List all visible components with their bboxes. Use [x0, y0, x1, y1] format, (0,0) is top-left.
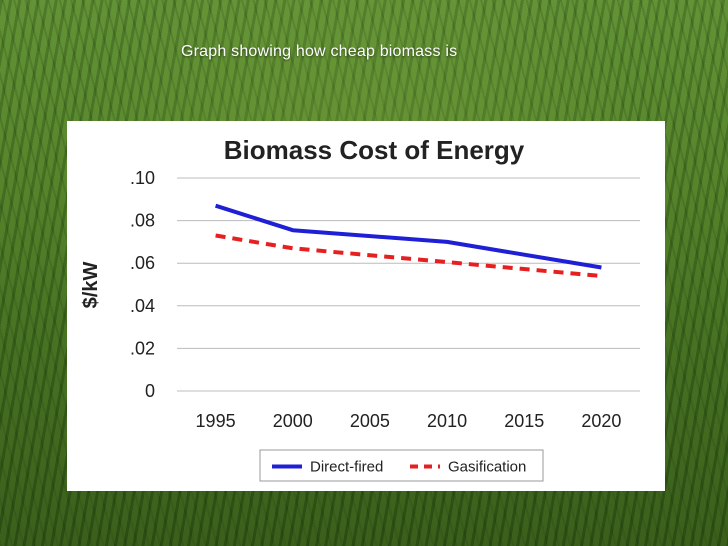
series-lines [214, 203, 602, 278]
legend-label: Direct-fired [310, 459, 383, 476]
legend-box [259, 449, 544, 482]
x-tick-label: 2020 [581, 411, 621, 431]
biomass-cost-chart: Biomass Cost of Energy $/kW .10 .08 .06 .04… [80, 135, 640, 482]
x-tick-labels: 1995 2000 2005 2010 2015 2020 [196, 411, 622, 431]
y-tick-label: .06 [130, 253, 155, 273]
y-tick-label: .02 [130, 338, 155, 358]
y-tick-label: .04 [130, 296, 155, 316]
legend-label: Gasification [448, 459, 526, 476]
y-tick-label: .10 [130, 168, 155, 188]
series-line [215, 233, 602, 278]
legend: Direct-fired Gasification [259, 449, 544, 482]
series-line [214, 203, 602, 270]
chart-title: Biomass Cost of Energy [224, 135, 525, 165]
grid [177, 177, 640, 392]
x-tick-label: 2005 [350, 411, 390, 431]
x-tick-label: 2015 [504, 411, 544, 431]
x-tick-label: 2010 [427, 411, 467, 431]
chart-card: Biomass Cost of Energy $/kW .10 .08 .06 .04… [67, 121, 665, 491]
y-tick-labels: .10 .08 .06 .04 .02 0 [130, 168, 155, 401]
y-tick-label: 0 [145, 381, 155, 401]
x-tick-label: 2000 [273, 411, 313, 431]
slide-caption: Graph showing how cheap biomass is [181, 43, 458, 60]
y-axis-label: $/kW [80, 262, 102, 309]
y-tick-label: .08 [130, 211, 155, 231]
x-tick-label: 1995 [196, 411, 236, 431]
